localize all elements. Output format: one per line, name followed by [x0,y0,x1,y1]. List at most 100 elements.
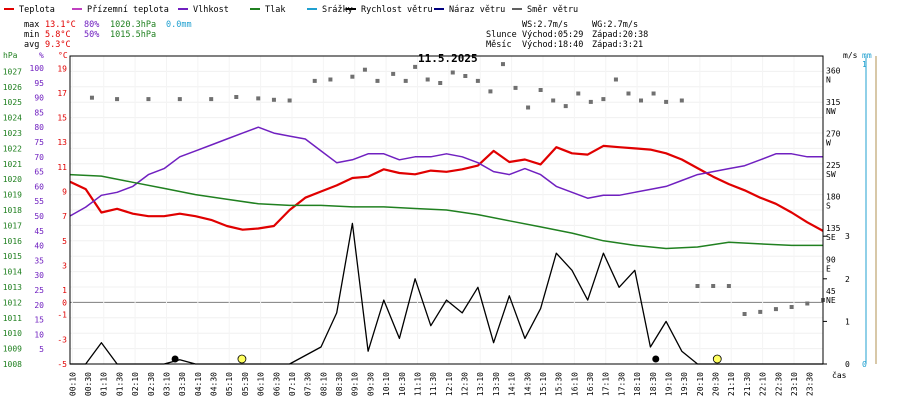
time-tick: 17:10 [602,372,611,396]
time-tick: 07:10 [288,372,297,396]
humidity-tick: 95 [34,79,44,88]
wind-direction-point [425,77,430,82]
wind-dir-tick: NE [826,296,836,305]
legend-label-3: Vlhkost [193,5,229,15]
stats-max-rain: 0.0mm [166,20,192,30]
pressure-tick: 1013 [3,283,22,292]
wind-speed-tick: 3 [845,232,850,241]
wind-direction-point [639,98,644,103]
temp-tick: 1 [62,286,67,295]
pressure-tick: 1008 [3,360,22,369]
chart-marks [69,62,825,365]
wind-direction-point [450,70,455,75]
temp-tick: 17 [57,89,67,98]
rain-tick: 1 [862,60,867,69]
pressure-tick: 1027 [3,67,22,76]
wind-direction-point [805,301,810,306]
temp-tick: 5 [62,237,67,246]
chart-gridlines [70,56,823,365]
chart-legend: Teplota Přízemní teplota Vlhkost Tlak Srážky… [4,5,578,15]
wind-direction-point [551,98,556,103]
temp-tick: 11 [57,163,67,172]
chart-title: 11.5.2025 [418,52,478,65]
wind-direction-point [626,91,631,96]
axis-title-hpa: hPa [3,51,18,60]
wind-dir-tick: NW [826,107,836,116]
humidity-tick: 75 [34,138,44,147]
time-tick: 09:10 [351,372,360,396]
wind-direction-point [613,77,618,82]
wind-direction-point [679,98,684,103]
wind-dir-tick: N [826,76,831,85]
time-tick: 20:30 [712,372,721,396]
wind-speed-tick: 0 [845,360,850,369]
info-block: WS:2.7m/s WG:2.7m/s Slunce Východ:05:29 … [486,20,648,50]
time-tick: 07:30 [304,372,313,396]
wind-direction-point [271,97,276,102]
time-tick: 20:10 [696,372,705,396]
time-tick: 10:30 [398,372,407,396]
wind-deg-tick: 45 [826,287,836,296]
wind-direction-point [362,67,367,72]
humidity-tick: 15 [34,316,44,325]
pressure-tick: 1009 [3,345,22,354]
wind-direction-point [563,104,568,109]
time-tick: 08:30 [335,372,344,396]
time-tick: 08:10 [319,372,328,396]
time-tick: 06:30 [272,372,281,396]
humidity-tick: 40 [34,242,44,251]
wind-direction-point [256,96,261,101]
time-tick: 21:30 [743,372,752,396]
time-tick: 16:10 [570,372,579,396]
pressure-tick: 1012 [3,298,22,307]
humidity-tick: 85 [34,108,44,117]
humidity-tick: 45 [34,227,44,236]
time-tick: 16:30 [586,372,595,396]
wind-direction-point [695,284,700,288]
plot-frame [69,55,824,365]
info-mesic-set: Západ:3:21 [592,40,643,50]
wind-direction-point [758,309,763,314]
series-line-teplota [69,144,824,232]
time-tick: 00:30 [84,372,93,396]
pressure-tick: 1011 [3,314,22,323]
legend-label-8: Směr větru [527,5,578,15]
time-tick: 11:30 [429,372,438,396]
wind-deg-tick: 90 [826,256,836,265]
wind-dir-tick: SE [826,233,836,242]
pressure-tick: 1019 [3,191,22,200]
stats-max-temp: 13.1°C [45,20,76,30]
time-tick: 04:30 [210,372,219,396]
wind-deg-tick: 135 [826,224,841,233]
pressure-tick: 1025 [3,98,22,107]
wind-direction-point [463,74,468,78]
time-tick: 15:10 [539,372,548,396]
wind-direction-point [312,78,317,83]
wind-direction-point [726,284,731,288]
wind-direction-point [115,97,120,102]
stats-min-hum: 50% [84,30,99,40]
wind-direction-point [350,74,355,79]
humidity-tick: 100 [30,64,45,73]
axis-title-time: čas [832,370,847,380]
wind-dir-tick: W [826,139,831,148]
wind-direction-point [177,97,182,102]
time-tick: 09:30 [366,372,375,396]
legend-label-5: Srážky [322,5,353,15]
wind-direction-point [576,91,581,96]
wind-direction-point [438,81,443,85]
time-tick: 10:10 [382,372,391,396]
wind-direction-point [89,95,94,100]
wind-direction-point [209,97,214,102]
temp-tick: 19 [57,64,67,73]
time-tick: 00:10 [68,372,77,396]
temp-tick: -1 [57,311,67,320]
wind-speed-tick: 1 [845,317,850,326]
legend-label-7: Náraz větru [449,5,505,15]
series-line-vlhkost [69,126,823,217]
legend-label-6: Rychlost větru [361,5,433,15]
time-tick: 19:30 [680,372,689,396]
humidity-tick: 60 [34,182,44,191]
wind-direction-point [500,62,505,67]
wind-direction-point [475,78,480,83]
